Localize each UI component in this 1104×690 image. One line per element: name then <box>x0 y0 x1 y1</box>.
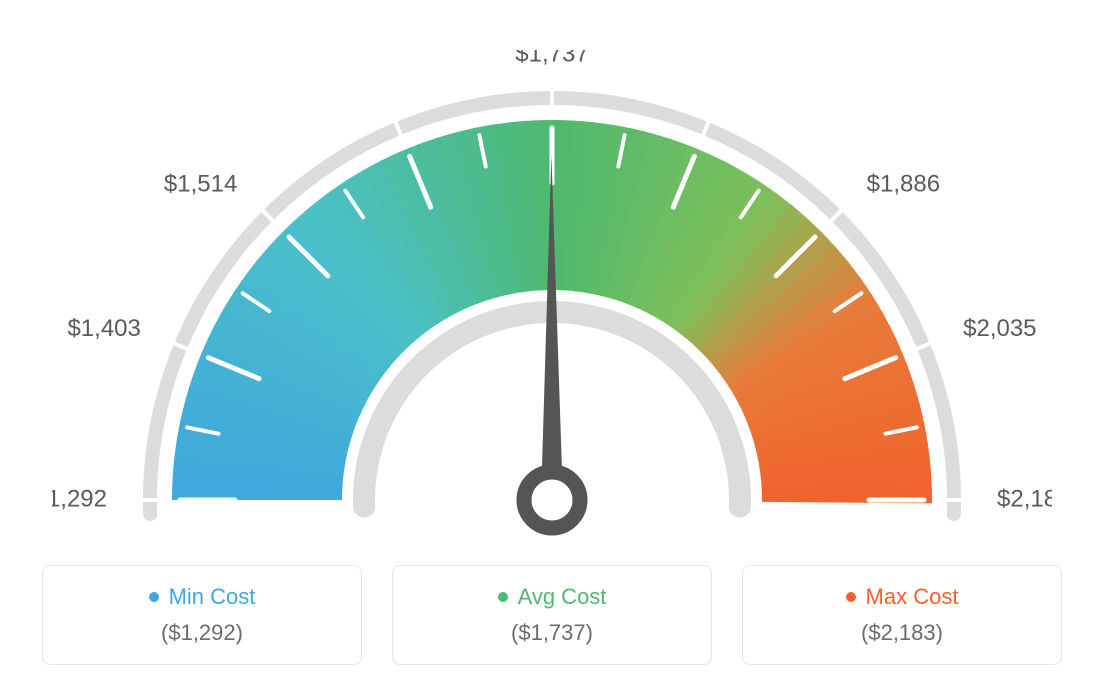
gauge-tick-label: $1,514 <box>164 171 237 198</box>
gauge-tick-label: $2,035 <box>963 315 1036 342</box>
gauge-tick-label: $1,403 <box>67 315 140 342</box>
legend-card-max: Max Cost ($2,183) <box>742 565 1062 665</box>
legend-card-avg: Avg Cost ($1,737) <box>392 565 712 665</box>
legend-avg-value: ($1,737) <box>417 620 687 646</box>
legend-avg-label: Avg Cost <box>518 584 607 610</box>
gauge-chart: $1,292 $1,403 $1,514 $1,737 $1,886 $2,035 $2,1… <box>0 0 1104 540</box>
legend-avg-title: Avg Cost <box>417 584 687 610</box>
legend-dot-max <box>846 592 856 602</box>
legend-max-title: Max Cost <box>767 584 1037 610</box>
gauge-tick-label: $1,737 <box>515 50 588 67</box>
legend-row: Min Cost ($1,292) Avg Cost ($1,737) Max … <box>0 565 1104 665</box>
legend-max-value: ($2,183) <box>767 620 1037 646</box>
legend-min-title: Min Cost <box>67 584 337 610</box>
legend-dot-avg <box>498 592 508 602</box>
legend-card-min: Min Cost ($1,292) <box>42 565 362 665</box>
legend-dot-min <box>149 592 159 602</box>
gauge-hub <box>524 472 580 528</box>
legend-max-label: Max Cost <box>866 584 959 610</box>
gauge-tick-label: $1,886 <box>867 171 940 198</box>
gauge-tick-label: $2,183 <box>997 485 1052 512</box>
gauge-tick-label: $1,292 <box>52 485 107 512</box>
gauge-svg: $1,292 $1,403 $1,514 $1,737 $1,886 $2,035 $2,1… <box>52 50 1052 570</box>
legend-min-value: ($1,292) <box>67 620 337 646</box>
legend-min-label: Min Cost <box>169 584 256 610</box>
